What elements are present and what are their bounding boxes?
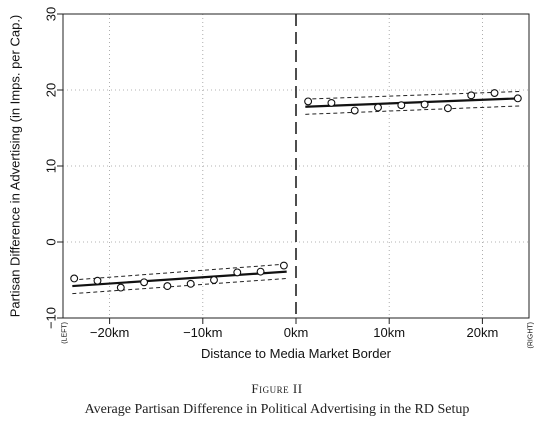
figure-label: Figure II [251,381,303,396]
left-ci-lower-line [72,277,287,295]
y-tick-label: −10 [44,307,59,329]
fit-lines [72,97,520,288]
y-tick-label: 20 [44,83,59,97]
confidence-bands [72,91,520,295]
x-tick-label: −10km [183,325,222,340]
left-data-point [70,274,79,283]
x-tick-label: −20km [90,325,129,340]
x-tick-label: 20km [467,325,499,340]
axes: −20km −10km 0km 10km 20km −10 0 10 20 30 [44,7,499,340]
right-data-point [327,98,336,107]
right-data-point [350,106,359,115]
left-data-point [116,283,125,292]
right-data-point [513,94,522,103]
left-data-point [93,276,102,285]
y-tick-label: 30 [44,7,59,21]
x-axis-title: Distance to Media Market Border [201,346,392,361]
x-tick-label: 0km [284,325,309,340]
right-data-point [490,89,499,97]
x-left-end-label: (LEFT) [62,322,69,344]
right-ci-lower-line [305,105,520,115]
left-data-point [163,282,172,291]
left-fit-line [72,270,287,288]
right-data-point [374,103,382,112]
data-points [70,89,522,292]
right-data-point [304,97,313,106]
right-data-point [397,101,406,110]
x-right-end-label: (RIGHT) [528,322,535,348]
x-tick-label: 10km [373,325,405,340]
right-data-point [420,100,429,109]
left-data-point [210,276,218,284]
y-tick-label: 10 [44,159,59,173]
left-data-point [186,279,195,288]
right-data-point [443,104,452,113]
left-data-point [279,261,288,270]
right-ci-upper-line [305,91,520,100]
right-data-point [467,91,476,100]
y-axis-title: Partisan Difference in Advertising (in I… [8,15,23,318]
right-fit-line [305,97,520,108]
figure-title: Average Partisan Difference in Political… [84,402,470,417]
left-data-point [233,268,242,277]
y-tick-label: 0 [44,238,59,245]
left-data-point [256,267,265,276]
left-data-point [140,278,149,287]
left-ci-upper-line [72,263,287,281]
